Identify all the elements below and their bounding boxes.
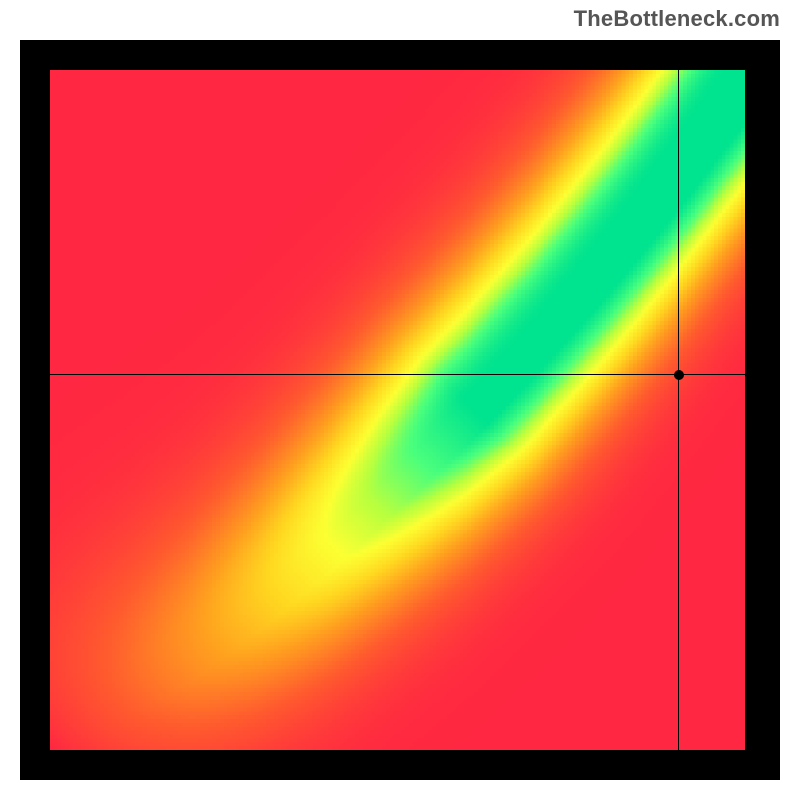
plot-area — [50, 70, 745, 750]
crosshair-vertical — [678, 70, 679, 750]
chart-frame — [20, 40, 780, 780]
crosshair-horizontal — [50, 374, 745, 375]
crosshair-marker — [674, 370, 684, 380]
heatmap-canvas — [50, 70, 745, 750]
chart-container: { "source_watermark": "TheBottleneck.com… — [0, 0, 800, 800]
source-watermark: TheBottleneck.com — [574, 6, 780, 32]
